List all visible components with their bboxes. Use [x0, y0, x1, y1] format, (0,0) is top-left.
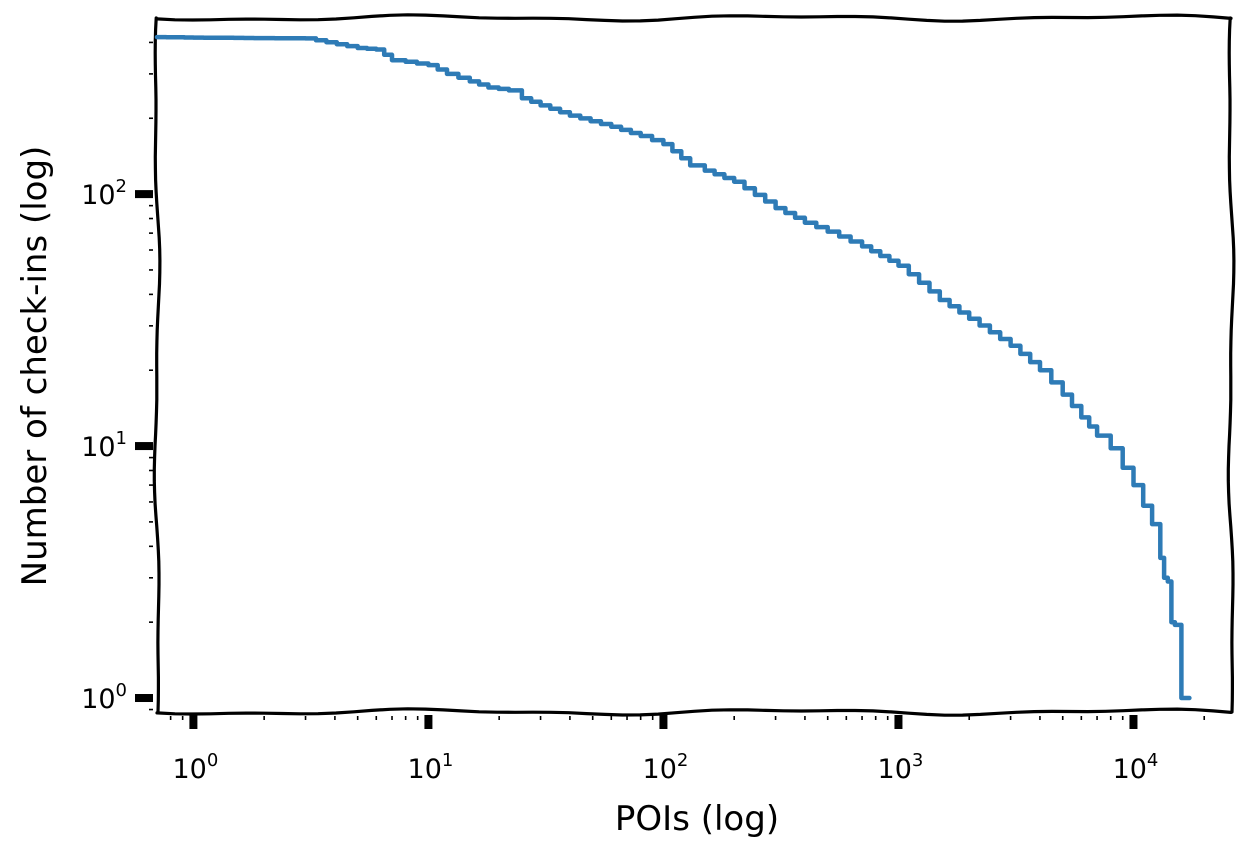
x-tick-label: 102: [643, 750, 689, 785]
x-tick-label: 101: [408, 750, 454, 785]
tick-labels: 100 101 102 103 104 100 101 102: [81, 176, 1158, 785]
y-major-tick: [135, 442, 153, 451]
x-major-tick: [1129, 715, 1138, 729]
y-tick-label: 100: [81, 680, 127, 715]
x-tick-label: 100: [172, 750, 218, 785]
y-axis-label: Number of check-ins (log): [15, 146, 55, 587]
series-line: [154, 34, 1192, 701]
x-tick-label: 104: [1113, 750, 1159, 785]
y-tick-label: 102: [81, 176, 127, 211]
frame-top: [155, 13, 1233, 23]
x-major-tick: [659, 715, 668, 729]
x-major-tick: [894, 715, 903, 729]
frame-left: [152, 16, 162, 714]
frame-right: [1226, 16, 1236, 714]
x-tick-label: 103: [878, 750, 924, 785]
x-axis-label: POIs (log): [615, 799, 779, 839]
y-major-tick: [135, 190, 153, 199]
y-tick-label: 101: [81, 428, 127, 463]
series-layer: [154, 34, 1192, 701]
frame-bottom: [155, 707, 1233, 717]
minor-ticks: [149, 41, 1206, 720]
y-major-tick: [135, 694, 153, 703]
x-major-tick: [189, 715, 198, 729]
plot-frame: [152, 13, 1236, 717]
major-ticks: [135, 190, 1138, 729]
x-major-tick: [424, 715, 433, 729]
